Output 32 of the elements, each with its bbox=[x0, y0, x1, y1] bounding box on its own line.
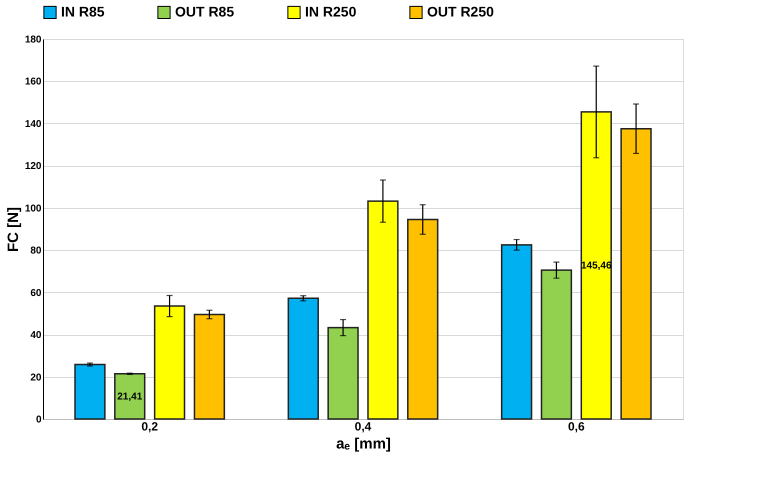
bar bbox=[367, 200, 399, 420]
y-tick-label: 80 bbox=[30, 246, 42, 257]
legend-label: OUT R85 bbox=[175, 3, 234, 20]
y-tick-label: 180 bbox=[24, 34, 42, 46]
bar bbox=[540, 269, 572, 420]
bar bbox=[154, 305, 186, 420]
y-axis-title: FC [N] bbox=[4, 207, 22, 252]
bar bbox=[114, 373, 146, 420]
data-label: 21,41 bbox=[117, 391, 143, 402]
y-tick-label: 100 bbox=[24, 203, 42, 214]
bar bbox=[288, 297, 319, 420]
legend-label: IN R85 bbox=[61, 3, 105, 20]
x-tick-label: 0,2 bbox=[141, 420, 158, 434]
y-tick-label: 120 bbox=[24, 161, 42, 172]
y-tick-label: 20 bbox=[30, 372, 42, 384]
legend-label: IN R250 bbox=[305, 3, 357, 20]
bar bbox=[74, 364, 106, 420]
bar bbox=[327, 326, 359, 420]
bar bbox=[500, 244, 532, 420]
x-tick-label: 0,4 bbox=[354, 420, 372, 434]
x-tick-label: 0,6 bbox=[568, 420, 585, 434]
x-axis-title: aₑ [mm] bbox=[336, 436, 391, 452]
y-tick-label: 0 bbox=[36, 414, 42, 426]
bar bbox=[194, 314, 226, 420]
legend-label: OUT R250 bbox=[427, 3, 494, 20]
y-tick-label: 40 bbox=[30, 330, 42, 342]
y-tick-label: 160 bbox=[24, 76, 42, 88]
bar bbox=[620, 128, 652, 420]
bar bbox=[580, 111, 612, 420]
y-tick-label: 140 bbox=[24, 118, 42, 130]
y-tick-label: 60 bbox=[30, 288, 42, 299]
bar bbox=[407, 218, 438, 420]
